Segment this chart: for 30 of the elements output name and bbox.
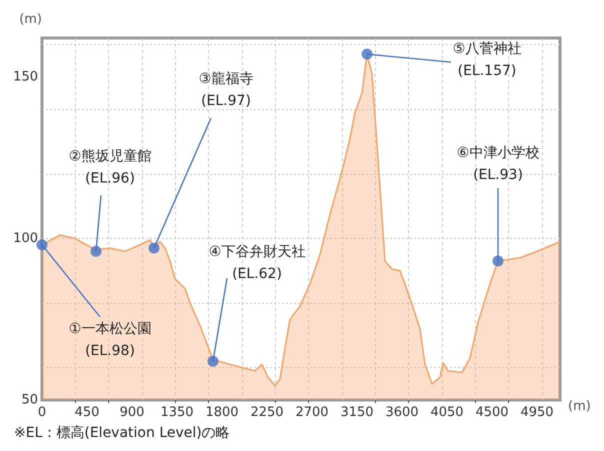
annotation: ②熊坂児童館 (EL.96) <box>68 148 152 186</box>
x-axis-title: (m) <box>568 399 591 414</box>
annotation: ⑤八菅神社 (EL.157) <box>452 41 522 80</box>
y-tick-label: 100 <box>13 230 38 246</box>
x-tick-label: 2250 <box>250 405 284 420</box>
point <box>362 48 372 60</box>
point <box>148 242 160 254</box>
y-tick-label: 50 <box>21 392 38 408</box>
point <box>36 239 48 250</box>
annotation: ①一本松公園 (EL.98) <box>68 320 152 359</box>
y-axis-title: (m) <box>19 12 42 27</box>
x-tick-label: 900 <box>120 405 144 420</box>
x-tick-label: 2700 <box>295 405 329 420</box>
point <box>492 256 504 267</box>
x-tick-label: 1350 <box>160 405 194 420</box>
point <box>90 246 102 257</box>
x-tick-label: 3150 <box>340 405 374 420</box>
x-tick-label: 1800 <box>205 405 239 420</box>
point <box>208 356 218 367</box>
annotation: ④下谷弁財天社 (EL.62) <box>208 244 306 282</box>
y-tick-label: 150 <box>13 69 38 84</box>
x-tick-label: 4050 <box>430 405 464 420</box>
text: ※EL：標高(Elevation Level)の略 <box>14 425 230 441</box>
annotation: ⑥中津小学校 (EL.93) <box>456 145 540 184</box>
x-tick-label: 450 <box>74 405 100 420</box>
annotation: ③龍福寺 (EL.97) <box>198 71 254 110</box>
x-tick-label: 0 <box>38 405 46 420</box>
x-tick-label: 3600 <box>385 405 419 420</box>
x-tick-label: 4500 <box>475 405 509 420</box>
x-tick-label: 4950 <box>520 405 554 420</box>
